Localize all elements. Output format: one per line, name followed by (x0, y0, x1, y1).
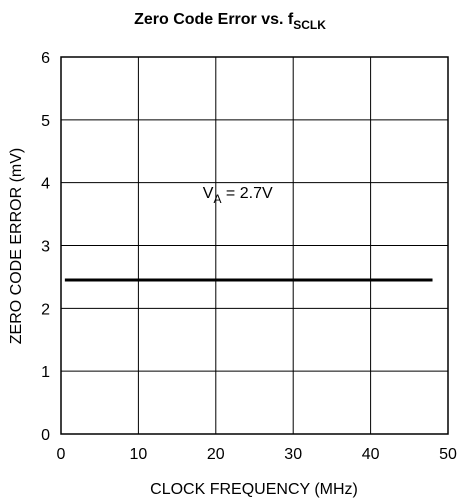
x-tick-label: 40 (362, 446, 380, 463)
x-tick-label: 20 (207, 446, 225, 463)
chart-title-subscript: SCLK (293, 18, 326, 32)
x-axis-label: CLOCK FREQUENCY (MHz) (150, 481, 358, 498)
x-tick-label: 10 (130, 446, 148, 463)
annotation-subscript: A (213, 192, 221, 206)
y-tick-label: 2 (41, 301, 50, 318)
plot-area-frame (60, 56, 449, 435)
chart-title: Zero Code Error vs. fSCLK (134, 11, 326, 32)
y-tick-label: 4 (41, 176, 50, 193)
series-annotation: VA = 2.7V (203, 185, 273, 206)
y-axis-ticks: 0 1 2 3 4 5 6 (41, 50, 50, 444)
y-axis-label: ZERO CODE ERROR (mV) (8, 148, 25, 344)
y-tick-label: 6 (41, 50, 50, 67)
chart-title-main: Zero Code Error vs. f (134, 11, 294, 28)
x-axis-ticks: 0 10 20 30 40 50 (57, 446, 457, 463)
y-tick-label: 1 (41, 364, 50, 381)
annotation-main: V (203, 185, 214, 202)
y-tick-label: 5 (41, 113, 50, 130)
y-tick-label: 0 (41, 427, 50, 444)
grid-lines (61, 57, 448, 434)
x-tick-label: 30 (284, 446, 302, 463)
annotation-rest: = 2.7V (221, 185, 272, 202)
y-tick-label: 3 (41, 239, 50, 256)
x-tick-label: 50 (439, 446, 457, 463)
x-tick-label: 0 (57, 446, 66, 463)
